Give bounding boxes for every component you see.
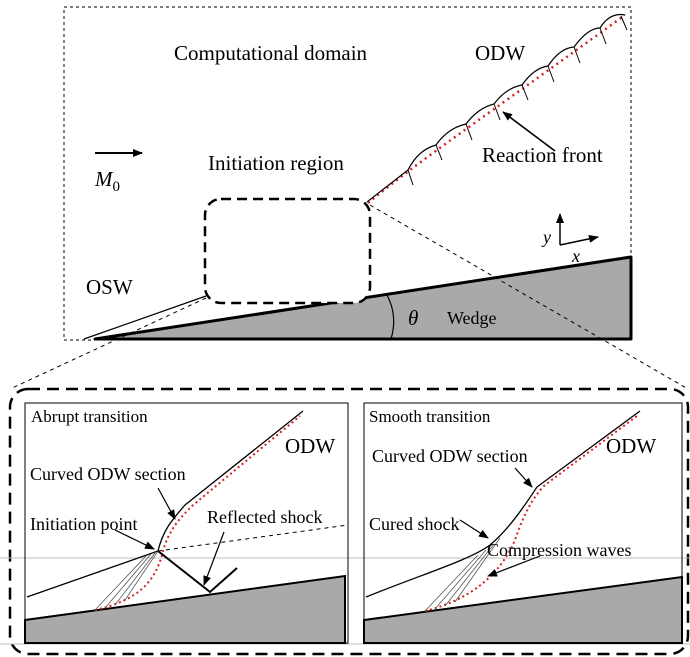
transverse-waves [407,15,628,186]
right-odw-line [536,410,641,488]
right-cured-shock [365,486,538,598]
x-axis-label: x [571,246,580,266]
left-reflected-shock [157,550,238,594]
osw-line [83,295,207,340]
odw-label-top: ODW [475,41,525,65]
left-reflected-shock-label: Reflected shock [207,507,322,527]
zoom-container [8,387,690,656]
right-reaction-front [424,415,638,612]
left-odw-label: ODW [285,434,335,458]
left-initiation-point-arrow [114,529,155,550]
right-compression-waves-arrow [487,555,541,577]
computational-domain-label: Computational domain [174,41,368,65]
left-curved-odw-arrow [157,487,176,520]
left-panel-title: Abrupt transition [31,407,148,426]
initiation-region-label: Initiation region [208,151,344,175]
right-wedge [363,575,683,644]
right-odw-label: ODW [606,434,656,458]
right-compression-waves [424,537,501,612]
y-axis-label: y [541,227,551,247]
osw-label: OSW [86,275,133,299]
right-curved-odw-label: Curved ODW section [372,446,528,466]
theta-label: θ [408,306,418,330]
left-compression-waves [94,550,159,611]
left-wedge [24,574,346,644]
mach-label: M0 [94,167,120,195]
right-panel: Smooth transition ODW Curved ODW section… [363,402,683,644]
zoom-line-left [9,297,207,390]
right-cured-shock-arrow [459,519,489,539]
top-figure: Computational domain ODW M0 Initiation r… [9,6,689,390]
reaction-front-label: Reaction front [482,143,603,167]
zoom-line-right [369,204,689,390]
x-axis-arrow [559,234,599,246]
left-reflected-shock-arrow [203,531,225,586]
left-incident-shock [26,550,159,598]
right-panel-title: Smooth transition [369,407,491,426]
left-dashed-continuation [157,524,349,552]
left-curved-odw-label: Curved ODW section [30,464,186,484]
wedge-label: Wedge [447,308,497,328]
right-compression-waves-label: Compression waves [487,540,631,560]
reaction-front-arrow [502,111,556,152]
right-cured-shock-label: Cured shock [369,514,459,534]
right-curved-odw-arrow [514,467,533,488]
left-panel: Abrupt transition ODW Curved ODW section… [24,402,349,644]
odw-shock-line [366,13,626,203]
initiation-region-box [203,197,372,305]
theta-arc [386,294,395,340]
left-initiation-point-label: Initiation point [30,514,138,534]
left-odw-line [157,410,304,552]
